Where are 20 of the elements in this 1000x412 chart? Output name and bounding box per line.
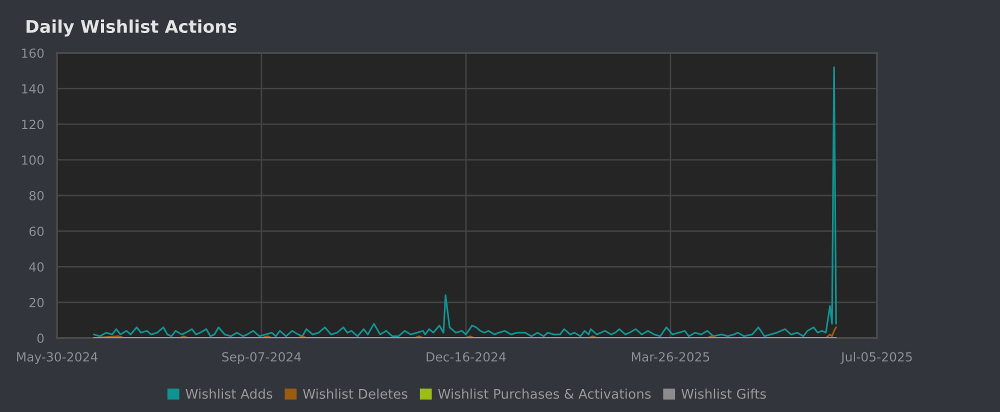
x-tick-label: Jul-05-2025	[840, 352, 912, 364]
y-tick-label: 0	[37, 333, 44, 343]
y-tick-label: 40	[29, 262, 44, 272]
chart-title: Daily Wishlist Actions	[26, 20, 237, 36]
x-tick-label: Dec-16-2024	[426, 352, 506, 362]
y-tick-label: 80	[29, 190, 44, 200]
y-tick-label: 100	[22, 155, 44, 165]
legend-label: Wishlist Adds	[186, 388, 272, 399]
y-tick-label: 140	[22, 84, 44, 94]
y-tick-label: 60	[29, 226, 44, 236]
line-series	[92, 66, 837, 338]
x-tick-label: Mar-26-2025	[632, 352, 710, 362]
y-tick-label: 120	[22, 120, 44, 130]
y-tick-label: 20	[30, 298, 44, 308]
legend-label: Wishlist Deletes	[303, 388, 408, 399]
x-tick-label: Sep-07-2024	[222, 352, 301, 364]
legend-label: Wishlist Purchases & Activations	[438, 388, 651, 399]
legend-label: Wishlist Gifts	[681, 388, 766, 399]
y-tick-label: 160	[22, 48, 44, 58]
x-tick-label: May-30-2024	[17, 352, 98, 364]
